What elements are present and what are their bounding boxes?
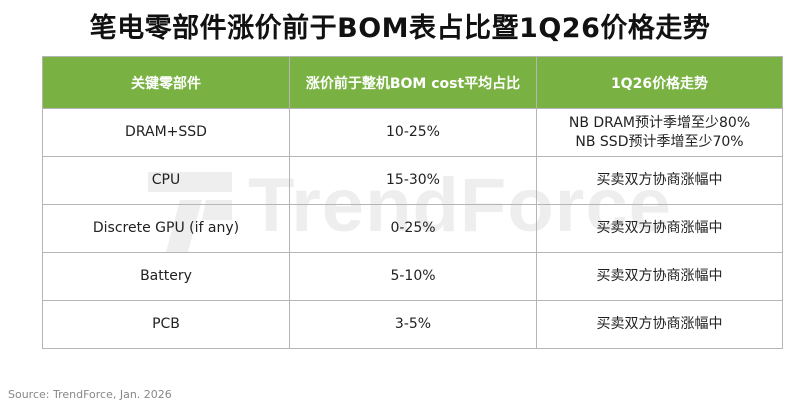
cell-component: PCB [42, 300, 290, 349]
cell-share: 5-10% [289, 252, 537, 301]
table-header-row: 关键零部件 涨价前于整机BOM cost平均占比 1Q26价格走势 [42, 56, 783, 109]
header-share: 涨价前于整机BOM cost平均占比 [289, 56, 537, 109]
trend-line: 买卖双方协商涨幅中 [596, 316, 723, 332]
cell-trend: NB DRAM预计季增至少80% NB SSD预计季增至少70% [536, 108, 783, 157]
cell-component: Battery [42, 252, 290, 301]
source-note: Source: TrendForce, Jan. 2026 [8, 388, 172, 401]
component-table: 关键零部件 涨价前于整机BOM cost平均占比 1Q26价格走势 DRAM+S… [42, 56, 783, 349]
cell-share: 0-25% [289, 204, 537, 253]
page-title: 笔电零部件涨价前于BOM表占比暨1Q26价格走势 [89, 13, 711, 44]
table-row: CPU 15-30% 买卖双方协商涨幅中 [42, 156, 783, 205]
table-row: Discrete GPU (if any) 0-25% 买卖双方协商涨幅中 [42, 204, 783, 253]
trend-line: NB SSD预计季增至少70% [575, 133, 744, 150]
trend-line: 买卖双方协商涨幅中 [596, 172, 723, 188]
table-row: DRAM+SSD 10-25% NB DRAM预计季增至少80% NB SSD预… [42, 108, 783, 157]
cell-share: 3-5% [289, 300, 537, 349]
trend-line: 买卖双方协商涨幅中 [596, 268, 723, 284]
cell-component: CPU [42, 156, 290, 205]
header-trend: 1Q26价格走势 [536, 56, 783, 109]
component-table-wrap: 关键零部件 涨价前于整机BOM cost平均占比 1Q26价格走势 DRAM+S… [42, 56, 783, 349]
cell-share: 10-25% [289, 108, 537, 157]
cell-component: Discrete GPU (if any) [42, 204, 290, 253]
table-row: Battery 5-10% 买卖双方协商涨幅中 [42, 252, 783, 301]
cell-share: 15-30% [289, 156, 537, 205]
cell-trend: 买卖双方协商涨幅中 [536, 252, 783, 301]
trend-line: 买卖双方协商涨幅中 [596, 220, 723, 236]
cell-trend: 买卖双方协商涨幅中 [536, 300, 783, 349]
cell-trend: 买卖双方协商涨幅中 [536, 156, 783, 205]
cell-component: DRAM+SSD [42, 108, 290, 157]
header-component: 关键零部件 [42, 56, 290, 109]
cell-trend: 买卖双方协商涨幅中 [536, 204, 783, 253]
table-row: PCB 3-5% 买卖双方协商涨幅中 [42, 300, 783, 349]
trend-line: NB DRAM预计季增至少80% [568, 114, 751, 131]
